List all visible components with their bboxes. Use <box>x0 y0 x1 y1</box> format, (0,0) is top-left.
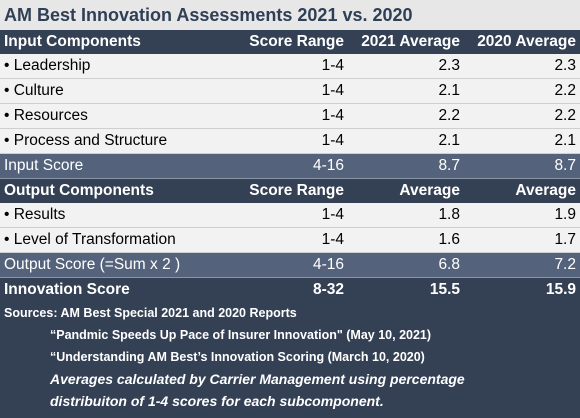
row-2021-average: 15.5 <box>348 277 464 302</box>
row-2020-average: 2.2 <box>464 103 580 129</box>
header-average-2020: Average <box>464 178 580 203</box>
row-label: • Resources <box>0 103 232 129</box>
header-score-range: Score Range <box>232 178 348 203</box>
row-2021-average: 2.1 <box>348 128 464 154</box>
row-2020-average: 15.9 <box>464 277 580 302</box>
row-score-range: 1-4 <box>232 103 348 129</box>
innovation-score-row: Innovation Score 8-32 15.5 15.9 <box>0 277 580 302</box>
row-score-range: 1-4 <box>232 54 348 79</box>
input-components-header: Input Components Score Range 2021 Averag… <box>0 30 580 54</box>
report-citation-2021: “Pandmic Speeds Up Pace of Insurer Innov… <box>50 328 432 342</box>
header-average-2021: Average <box>348 178 464 203</box>
row-2020-average: 1.9 <box>464 203 580 228</box>
row-score-range: 4-16 <box>232 252 348 278</box>
row-2020-average: 7.2 <box>464 252 580 278</box>
header-label: Input Components <box>0 30 232 54</box>
row-label: • Results <box>0 203 232 228</box>
methodology-note-line-2: distribuiton of 1-4 scores for each subc… <box>50 393 384 409</box>
footnotes: Sources: AM Best Special 2021 and 2020 R… <box>0 302 580 412</box>
row-score-range: 1-4 <box>232 227 348 253</box>
row-score-range: 1-4 <box>232 203 348 228</box>
output-components-header: Output Components Score Range Average Av… <box>0 178 580 203</box>
row-label: • Level of Transformation <box>0 227 232 253</box>
row-label: Innovation Score <box>0 277 232 302</box>
row-score-range: 1-4 <box>232 128 348 154</box>
header-2020-average: 2020 Average <box>464 30 580 54</box>
table-row: • Results 1-4 1.8 1.9 <box>0 203 580 228</box>
row-label: • Process and Structure <box>0 128 232 154</box>
sources-note: Sources: AM Best Special 2021 and 2020 R… <box>4 306 297 320</box>
input-score-row: Input Score 4-16 8.7 8.7 <box>0 153 580 179</box>
row-2021-average: 1.8 <box>348 203 464 228</box>
table-row: • Process and Structure 1-4 2.1 2.1 <box>0 128 580 154</box>
page-title: AM Best Innovation Assessments 2021 vs. … <box>0 0 580 30</box>
row-2021-average: 6.8 <box>348 252 464 278</box>
row-2021-average: 8.7 <box>348 153 464 179</box>
row-score-range: 4-16 <box>232 153 348 179</box>
row-label: • Leadership <box>0 54 232 79</box>
row-label: Output Score (=Sum x 2 ) <box>0 252 232 278</box>
row-2020-average: 8.7 <box>464 153 580 179</box>
row-2021-average: 1.6 <box>348 227 464 253</box>
header-label: Output Components <box>0 178 232 203</box>
table-row: • Culture 1-4 2.1 2.2 <box>0 78 580 104</box>
assessment-table: Input Components Score Range 2021 Averag… <box>0 30 580 302</box>
header-score-range: Score Range <box>232 30 348 54</box>
row-label: • Culture <box>0 78 232 104</box>
output-score-row: Output Score (=Sum x 2 ) 4-16 6.8 7.2 <box>0 252 580 278</box>
header-2021-average: 2021 Average <box>348 30 464 54</box>
report-citation-2020: “Understanding AM Best’s Innovation Scor… <box>50 350 425 364</box>
row-2020-average: 2.3 <box>464 54 580 79</box>
table-row: • Level of Transformation 1-4 1.6 1.7 <box>0 227 580 253</box>
row-2020-average: 2.2 <box>464 78 580 104</box>
row-2020-average: 1.7 <box>464 227 580 253</box>
row-2021-average: 2.2 <box>348 103 464 129</box>
row-2021-average: 2.3 <box>348 54 464 79</box>
methodology-note-line-1: Averages calculated by Carrier Managemen… <box>50 371 465 387</box>
table-row: • Leadership 1-4 2.3 2.3 <box>0 54 580 79</box>
row-2021-average: 2.1 <box>348 78 464 104</box>
row-2020-average: 2.1 <box>464 128 580 154</box>
table-row: • Resources 1-4 2.2 2.2 <box>0 103 580 129</box>
row-label: Input Score <box>0 153 232 179</box>
row-score-range: 8-32 <box>232 277 348 302</box>
row-score-range: 1-4 <box>232 78 348 104</box>
